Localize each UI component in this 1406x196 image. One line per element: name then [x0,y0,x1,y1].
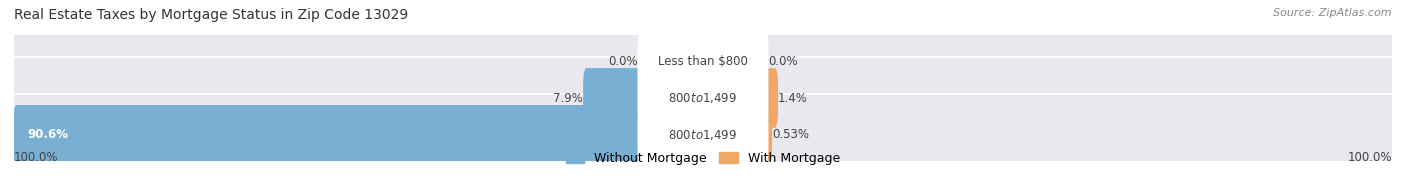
Text: 0.0%: 0.0% [607,55,637,68]
Text: Source: ZipAtlas.com: Source: ZipAtlas.com [1274,8,1392,18]
Text: 100.0%: 100.0% [14,151,59,164]
FancyBboxPatch shape [762,68,778,128]
Text: 90.6%: 90.6% [27,128,67,141]
Text: $800 to $1,499: $800 to $1,499 [668,91,738,105]
Text: Less than $800: Less than $800 [658,55,748,68]
Text: 0.0%: 0.0% [769,55,799,68]
Text: 1.4%: 1.4% [778,92,808,104]
FancyBboxPatch shape [8,57,1398,139]
Text: $800 to $1,499: $800 to $1,499 [668,128,738,142]
Text: 7.9%: 7.9% [553,92,583,104]
FancyBboxPatch shape [583,68,644,128]
Legend: Without Mortgage, With Mortgage: Without Mortgage, With Mortgage [561,147,845,170]
FancyBboxPatch shape [637,68,769,128]
FancyBboxPatch shape [8,20,1398,102]
Text: Real Estate Taxes by Mortgage Status in Zip Code 13029: Real Estate Taxes by Mortgage Status in … [14,8,408,22]
FancyBboxPatch shape [762,105,772,165]
Text: 0.53%: 0.53% [772,128,808,141]
Text: 100.0%: 100.0% [1347,151,1392,164]
FancyBboxPatch shape [637,105,769,165]
FancyBboxPatch shape [637,31,769,91]
FancyBboxPatch shape [8,94,1398,176]
FancyBboxPatch shape [14,105,644,165]
